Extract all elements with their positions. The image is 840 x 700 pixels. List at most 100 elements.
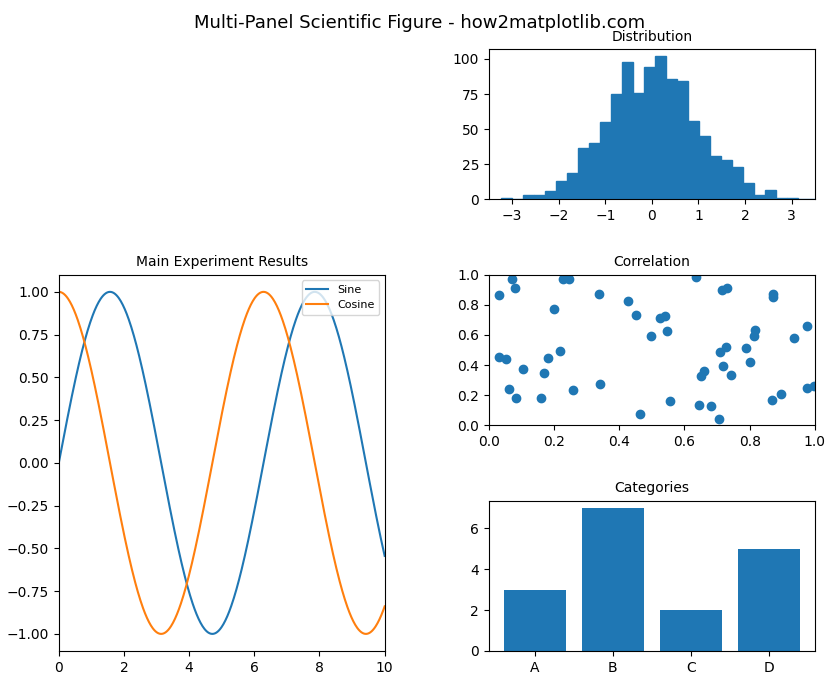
Cosine bbox=[211, 439, 221, 447]
Bar bbox=[688, 121, 699, 200]
Point bbox=[659, 311, 672, 322]
Point bbox=[801, 382, 814, 393]
Sine bbox=[54, 458, 64, 467]
Cosine bbox=[209, 449, 219, 457]
Line: Sine: Sine bbox=[59, 292, 385, 634]
Bar bbox=[655, 56, 666, 199]
Sine bbox=[209, 629, 219, 638]
Point bbox=[748, 325, 762, 336]
Sine bbox=[323, 300, 333, 309]
Point bbox=[766, 288, 780, 300]
Point bbox=[660, 326, 674, 337]
Bar bbox=[722, 160, 732, 200]
Bar bbox=[600, 122, 611, 199]
Point bbox=[566, 384, 580, 395]
Point bbox=[739, 342, 753, 354]
Title: Main Experiment Results: Main Experiment Results bbox=[136, 256, 307, 270]
Bar bbox=[776, 198, 787, 200]
Bar bbox=[743, 183, 754, 200]
Sine bbox=[249, 511, 259, 519]
Bar bbox=[504, 589, 566, 651]
Point bbox=[692, 400, 706, 411]
Sine bbox=[310, 288, 320, 296]
Bar bbox=[545, 191, 556, 200]
Point bbox=[557, 274, 570, 285]
Bar bbox=[699, 136, 710, 199]
Point bbox=[704, 400, 717, 411]
Sine bbox=[231, 587, 241, 596]
Bar bbox=[523, 195, 534, 199]
Point bbox=[765, 394, 779, 405]
Point bbox=[492, 289, 506, 300]
Point bbox=[724, 369, 738, 380]
Sine bbox=[207, 630, 218, 638]
Point bbox=[542, 353, 555, 364]
Point bbox=[748, 330, 761, 342]
Point bbox=[800, 321, 813, 332]
Cosine bbox=[322, 519, 332, 528]
Point bbox=[593, 378, 606, 389]
Point bbox=[630, 309, 643, 321]
Point bbox=[713, 346, 727, 358]
Point bbox=[506, 274, 519, 285]
Point bbox=[492, 351, 506, 363]
Bar bbox=[582, 508, 644, 651]
Point bbox=[787, 332, 801, 344]
Point bbox=[554, 346, 567, 357]
Point bbox=[715, 284, 728, 295]
Cosine bbox=[54, 288, 64, 296]
Point bbox=[547, 303, 560, 314]
Bar bbox=[820, 198, 832, 200]
Point bbox=[509, 393, 522, 404]
Bar bbox=[754, 195, 765, 199]
Legend: Sine, Cosine: Sine, Cosine bbox=[302, 280, 379, 315]
Point bbox=[563, 274, 576, 285]
Title: Correlation: Correlation bbox=[613, 256, 690, 270]
Cosine bbox=[380, 602, 390, 610]
Point bbox=[517, 364, 530, 375]
Sine bbox=[211, 629, 221, 637]
Bar bbox=[556, 181, 567, 200]
Point bbox=[633, 409, 647, 420]
Title: Distribution: Distribution bbox=[612, 29, 692, 43]
Point bbox=[654, 312, 667, 323]
Point bbox=[534, 393, 548, 404]
Point bbox=[697, 365, 711, 377]
Point bbox=[766, 291, 780, 302]
Point bbox=[774, 388, 787, 399]
Point bbox=[719, 342, 732, 353]
Title: Categories: Categories bbox=[614, 481, 690, 495]
Bar bbox=[622, 62, 633, 199]
Bar bbox=[611, 94, 622, 200]
Point bbox=[644, 330, 658, 342]
Bar bbox=[787, 198, 798, 200]
Point bbox=[712, 414, 726, 425]
Bar bbox=[732, 167, 743, 199]
Point bbox=[537, 368, 550, 379]
Text: Multi-Panel Scientific Figure - how2matplotlib.com: Multi-Panel Scientific Figure - how2matp… bbox=[194, 14, 646, 32]
Point bbox=[664, 395, 677, 406]
Point bbox=[508, 282, 522, 293]
Bar bbox=[644, 67, 655, 200]
Point bbox=[690, 271, 703, 282]
Point bbox=[721, 283, 734, 294]
Cosine bbox=[372, 619, 382, 627]
Line: Cosine: Cosine bbox=[59, 292, 385, 634]
Bar bbox=[567, 173, 578, 200]
Cosine bbox=[231, 346, 241, 354]
Cosine bbox=[249, 296, 259, 304]
Bar bbox=[738, 549, 800, 651]
Point bbox=[499, 354, 512, 365]
Point bbox=[621, 295, 634, 306]
Sine bbox=[373, 522, 383, 530]
Point bbox=[501, 384, 515, 395]
Point bbox=[592, 288, 606, 300]
Bar bbox=[501, 198, 512, 200]
Point bbox=[694, 371, 707, 382]
Bar bbox=[765, 190, 776, 200]
Point bbox=[807, 381, 821, 392]
Bar bbox=[534, 195, 545, 199]
Point bbox=[743, 356, 757, 368]
Bar bbox=[659, 610, 722, 651]
Bar bbox=[677, 81, 688, 200]
